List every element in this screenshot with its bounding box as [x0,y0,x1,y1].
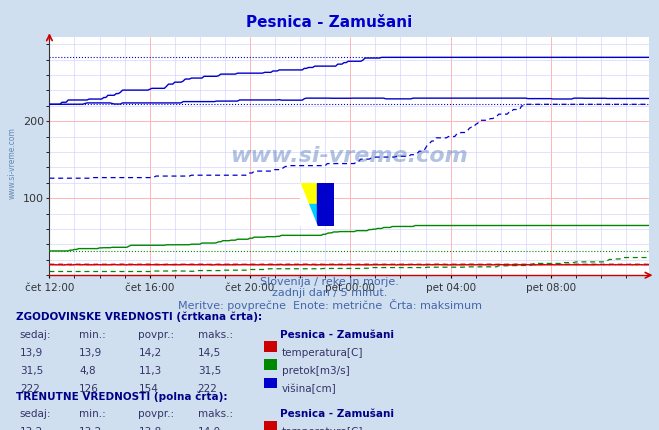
Text: ZGODOVINSKE VREDNOSTI (črtkana črta):: ZGODOVINSKE VREDNOSTI (črtkana črta): [16,312,262,322]
Text: Pesnica - Zamušani: Pesnica - Zamušani [246,15,413,30]
Polygon shape [300,183,317,226]
Text: www.si-vreme.com: www.si-vreme.com [8,127,17,200]
Bar [317,183,334,226]
Text: 14,2: 14,2 [138,348,161,358]
Text: temperatura[C]: temperatura[C] [282,348,364,358]
Text: min.:: min.: [79,330,106,340]
Text: pretok[m3/s]: pretok[m3/s] [282,366,350,376]
Text: 13,9: 13,9 [79,348,102,358]
Text: 14,0: 14,0 [198,427,221,430]
Text: 4,8: 4,8 [79,366,96,376]
Text: 13,9: 13,9 [20,348,43,358]
Text: 154: 154 [138,384,158,394]
Text: povpr.:: povpr.: [138,330,175,340]
Text: povpr.:: povpr.: [138,409,175,419]
Text: www.si-vreme.com: www.si-vreme.com [231,146,468,166]
Bar [300,204,317,226]
Text: 13,2: 13,2 [79,427,102,430]
Text: 126: 126 [79,384,99,394]
Bar [300,183,317,204]
Text: maks.:: maks.: [198,409,233,419]
Text: 222: 222 [198,384,217,394]
Text: temperatura[C]: temperatura[C] [282,427,364,430]
Text: 13,8: 13,8 [138,427,161,430]
Text: Meritve: povprečne  Enote: metrične  Črta: maksimum: Meritve: povprečne Enote: metrične Črta:… [177,299,482,311]
Text: 31,5: 31,5 [198,366,221,376]
Text: zadnji dan / 5 minut.: zadnji dan / 5 minut. [272,288,387,298]
Text: 11,3: 11,3 [138,366,161,376]
Text: 222: 222 [20,384,40,394]
Text: TRENUTNE VREDNOSTI (polna črta):: TRENUTNE VREDNOSTI (polna črta): [16,391,228,402]
Text: 31,5: 31,5 [20,366,43,376]
Text: višina[cm]: višina[cm] [282,384,337,394]
Text: Slovenija / reke in morje.: Slovenija / reke in morje. [260,277,399,287]
Text: maks.:: maks.: [198,330,233,340]
Text: sedaj:: sedaj: [20,330,51,340]
Text: Pesnica - Zamušani: Pesnica - Zamušani [280,330,394,340]
Text: min.:: min.: [79,409,106,419]
Text: 13,2: 13,2 [20,427,43,430]
Text: 14,5: 14,5 [198,348,221,358]
Text: sedaj:: sedaj: [20,409,51,419]
Text: Pesnica - Zamušani: Pesnica - Zamušani [280,409,394,419]
